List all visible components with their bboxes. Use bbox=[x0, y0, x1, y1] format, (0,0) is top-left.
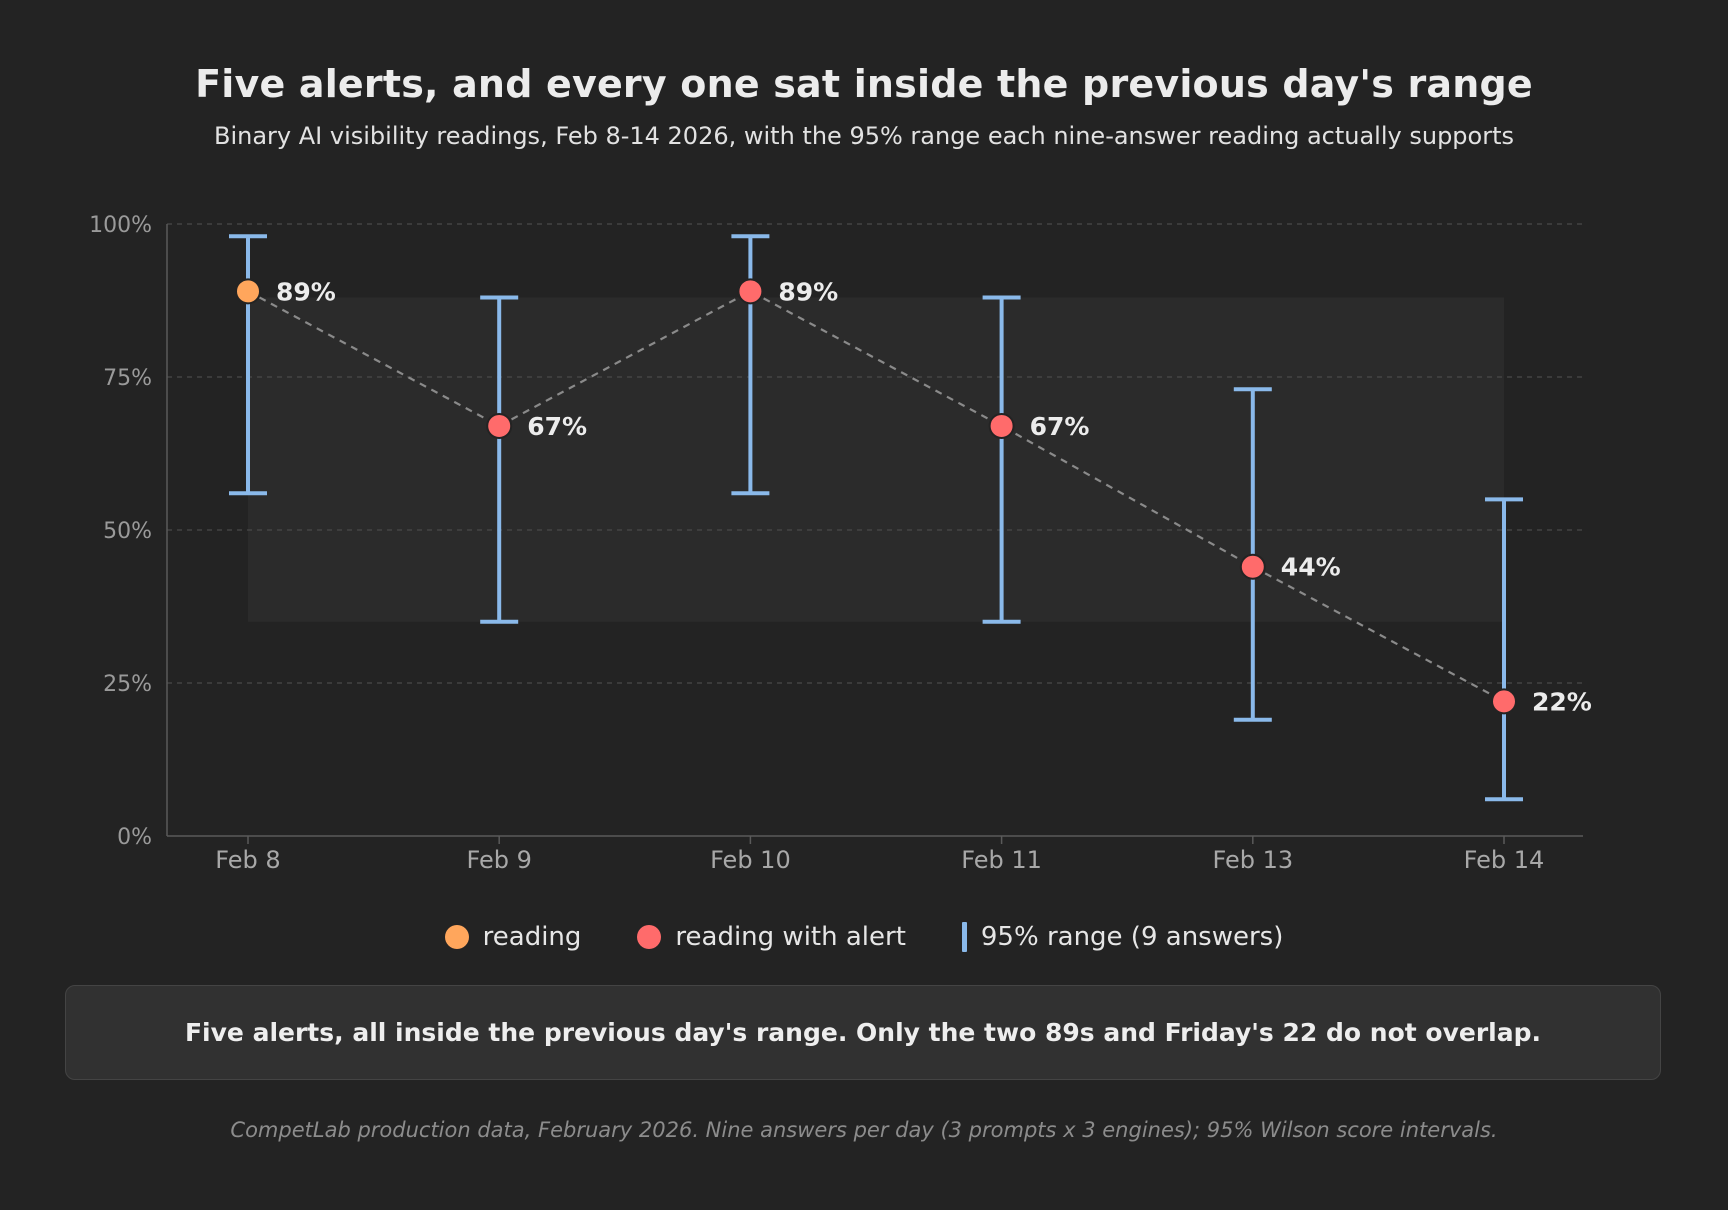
x-tick-label: Feb 9 bbox=[467, 846, 532, 874]
trend-line bbox=[247, 290, 1505, 703]
value-label: 89% bbox=[276, 277, 336, 306]
legend-label-alert: reading with alert bbox=[675, 922, 906, 952]
callout-text: Five alerts, all inside the previous day… bbox=[184, 1018, 1542, 1047]
shaded-band bbox=[248, 297, 1504, 622]
value-label: 67% bbox=[527, 412, 587, 441]
value-label: 67% bbox=[1030, 412, 1090, 441]
legend-label-reading: reading bbox=[482, 922, 582, 952]
reading-point bbox=[235, 278, 261, 305]
source-footnote: CompetLab production data, February 2026… bbox=[230, 1118, 1498, 1142]
value-label: 44% bbox=[1281, 553, 1341, 582]
legend-item-range: 95% range (9 answers) bbox=[961, 922, 1284, 952]
alert-point bbox=[486, 412, 513, 439]
chart-title: Five alerts, and every one sat inside th… bbox=[195, 62, 1533, 106]
x-tick-label: Feb 10 bbox=[710, 846, 791, 874]
alert-point bbox=[1491, 688, 1517, 715]
x-tick-label: Feb 11 bbox=[961, 846, 1042, 874]
legend: reading reading with alert 95% range (9 … bbox=[0, 922, 1728, 952]
legend-swatch-alert bbox=[637, 925, 662, 949]
y-tick-label: 75% bbox=[103, 366, 152, 391]
x-tick-label: Feb 8 bbox=[215, 846, 280, 874]
y-tick-label: 100% bbox=[89, 213, 152, 238]
legend-item-reading: reading bbox=[444, 922, 582, 952]
legend-swatch-reading bbox=[444, 925, 469, 949]
x-tick-label: Feb 13 bbox=[1212, 846, 1293, 874]
value-label: 89% bbox=[778, 277, 838, 306]
legend-swatch-range bbox=[961, 922, 967, 952]
y-tick-label: 25% bbox=[103, 672, 152, 697]
chart-plot: 0% 25% 50% 75% 100% Feb 8 Feb 9 Feb 10 Feb 11 Feb… bbox=[89, 213, 1592, 874]
alert-point bbox=[988, 412, 1015, 439]
y-tick-label: 50% bbox=[103, 519, 152, 544]
alert-point bbox=[737, 278, 764, 305]
x-tick-label: Feb 14 bbox=[1464, 846, 1545, 874]
legend-item-alert: reading with alert bbox=[637, 922, 906, 952]
value-label: 22% bbox=[1532, 687, 1592, 716]
alert-point bbox=[1239, 553, 1266, 580]
chart-subtitle: Binary AI visibility readings, Feb 8-14 … bbox=[214, 122, 1514, 150]
y-tick-label: 0% bbox=[117, 825, 152, 850]
legend-label-range: 95% range (9 answers) bbox=[980, 922, 1284, 952]
callout-box: Five alerts, all inside the previous day… bbox=[65, 985, 1661, 1080]
